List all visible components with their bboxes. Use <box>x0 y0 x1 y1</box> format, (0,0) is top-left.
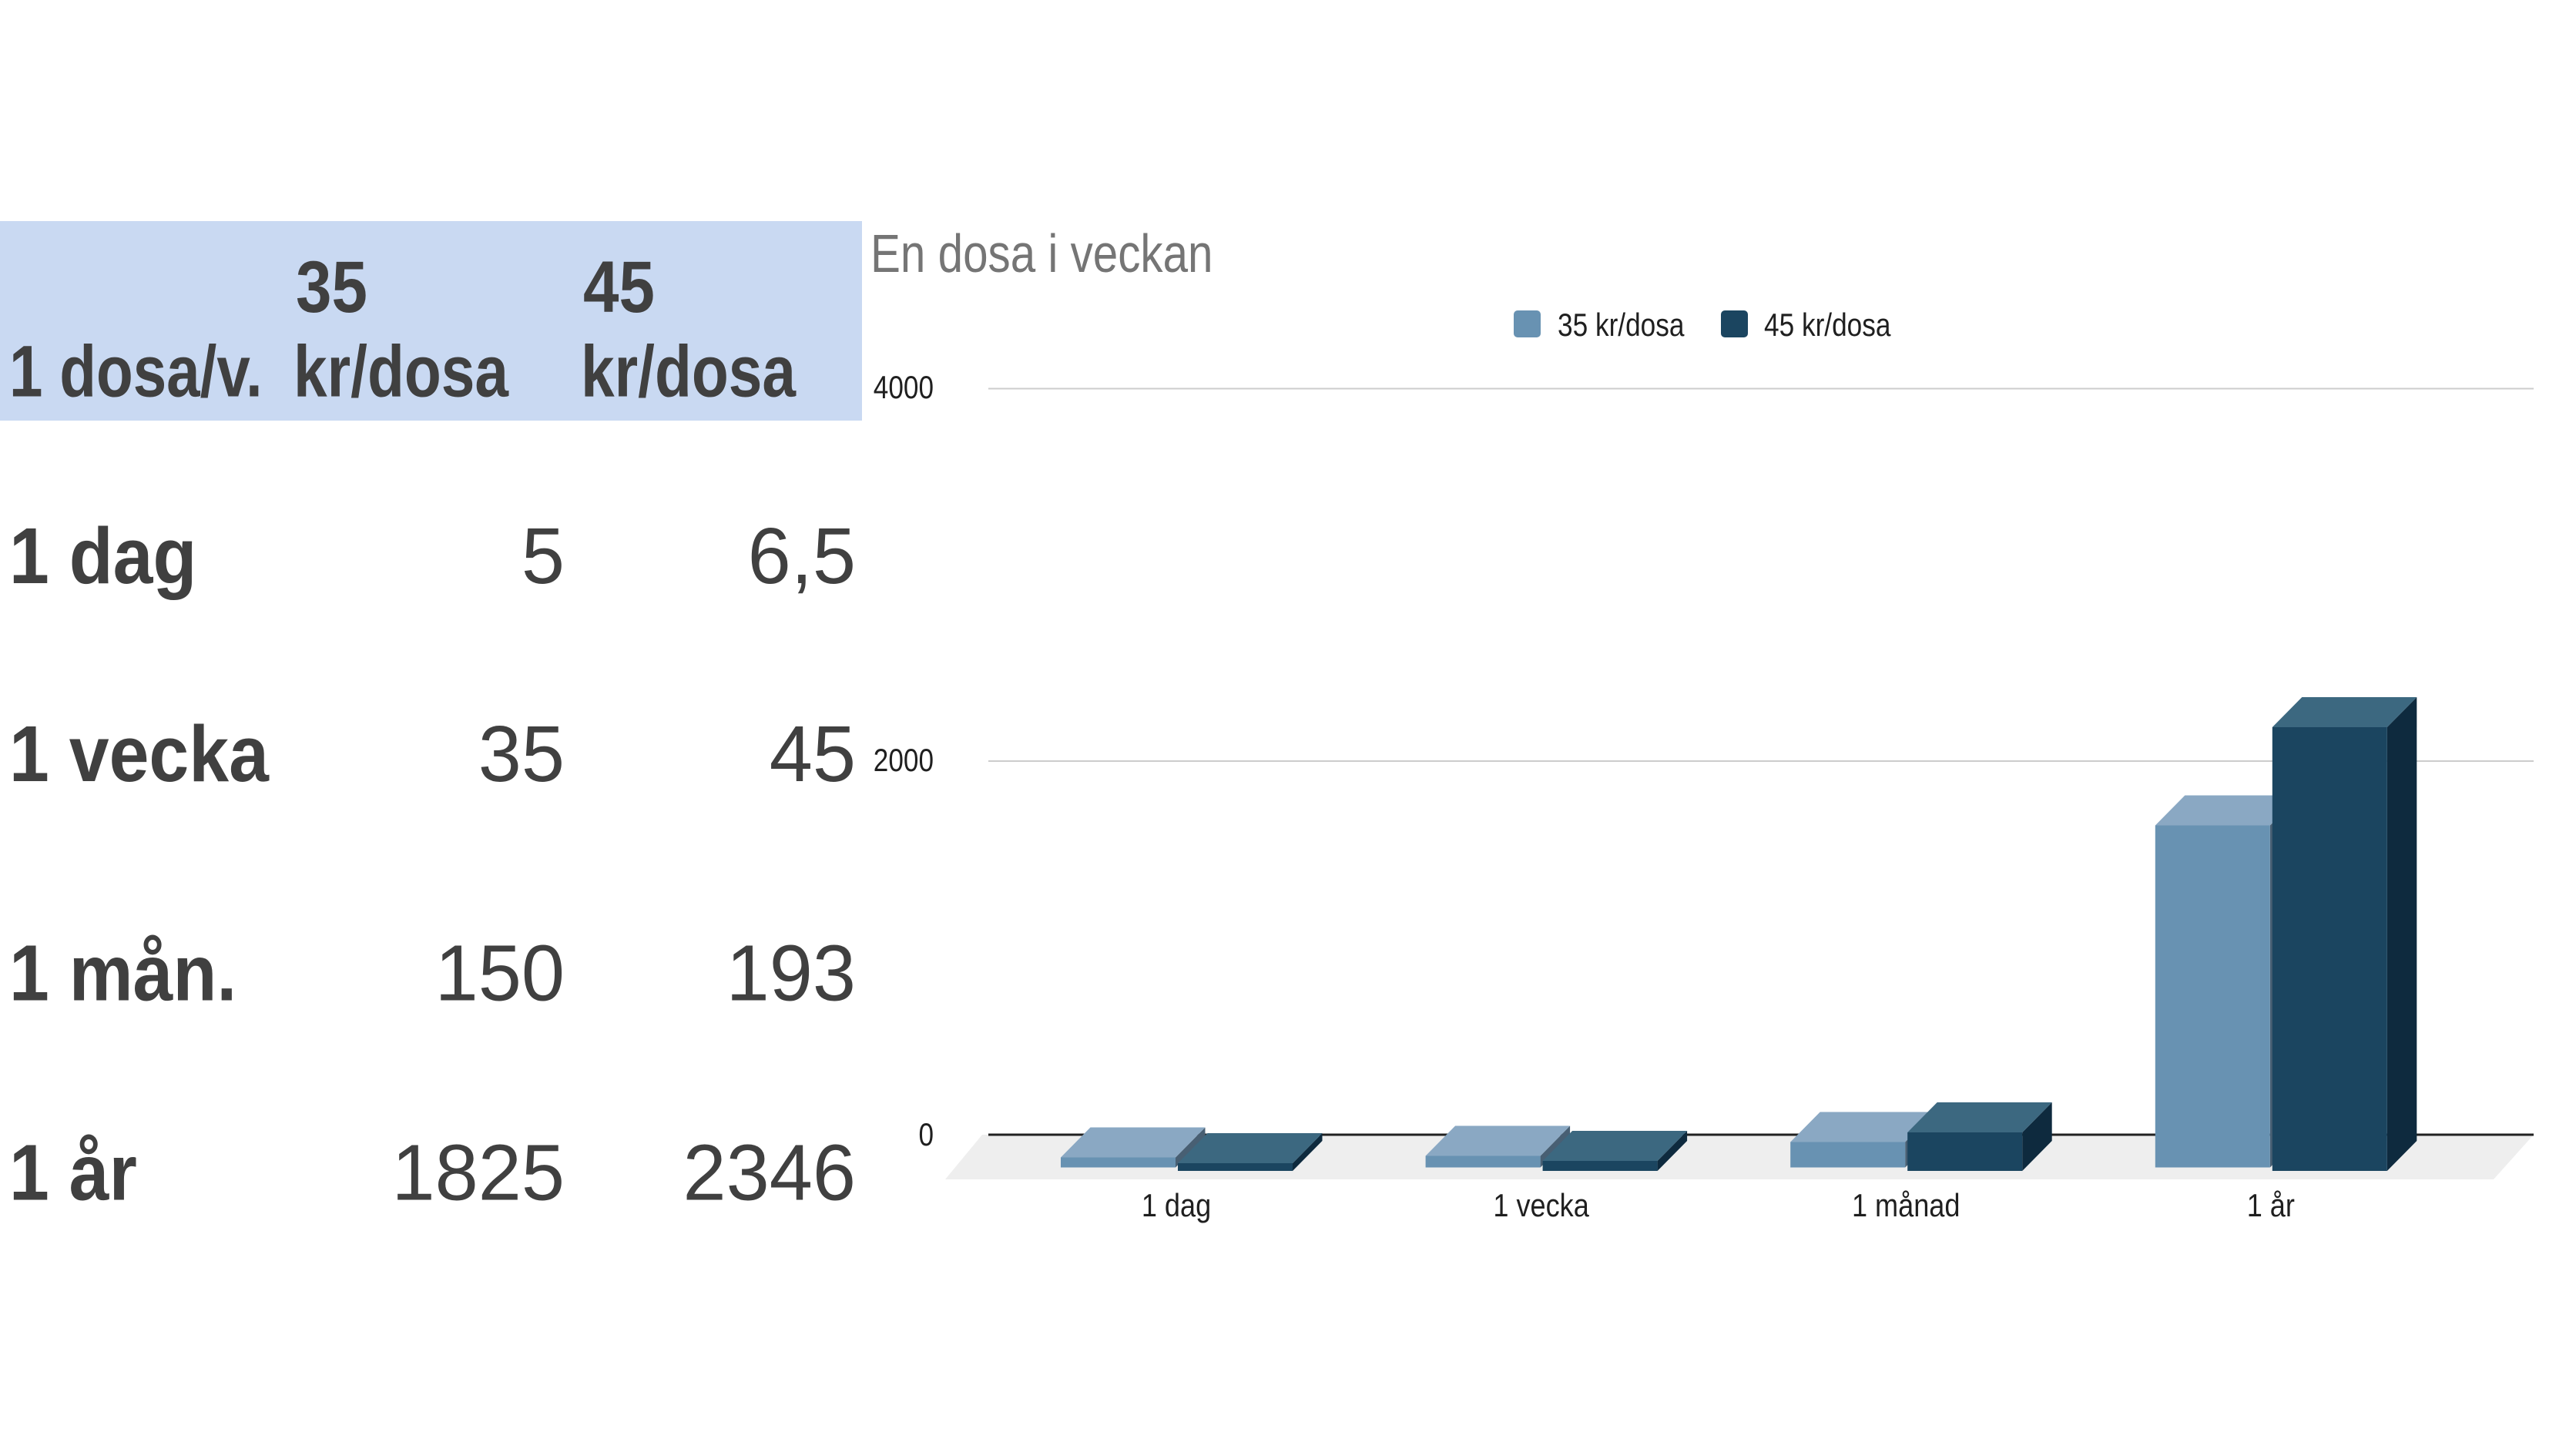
svg-text:1 månad: 1 månad <box>1852 1189 1961 1224</box>
svg-text:4000: 4000 <box>874 370 934 406</box>
svg-text:1825: 1825 <box>391 1129 565 1217</box>
svg-text:1 år: 1 år <box>9 1128 137 1216</box>
svg-text:193: 193 <box>726 929 856 1018</box>
svg-text:35 kr/dosa: 35 kr/dosa <box>1558 307 1685 344</box>
svg-text:2000: 2000 <box>874 743 934 779</box>
svg-text:1 år: 1 år <box>2247 1189 2295 1224</box>
svg-text:1 vecka: 1 vecka <box>1493 1189 1589 1224</box>
svg-text:1 dag: 1 dag <box>9 512 196 600</box>
svg-text:kr/dosa: kr/dosa <box>581 330 797 412</box>
svg-text:1 vecka: 1 vecka <box>9 709 270 798</box>
svg-text:0: 0 <box>918 1117 934 1153</box>
svg-text:1 dag: 1 dag <box>1142 1189 1211 1224</box>
svg-text:6,5: 6,5 <box>748 512 856 600</box>
svg-text:35: 35 <box>296 246 367 327</box>
svg-text:150: 150 <box>435 929 565 1018</box>
svg-text:45: 45 <box>770 709 856 798</box>
svg-text:5: 5 <box>522 512 565 600</box>
svg-text:1 dosa/v.: 1 dosa/v. <box>9 330 263 412</box>
svg-text:2346: 2346 <box>683 1129 856 1217</box>
svg-text:En dosa i veckan: En dosa i veckan <box>870 223 1213 283</box>
svg-text:35: 35 <box>478 709 565 798</box>
svg-text:kr/dosa: kr/dosa <box>293 330 509 412</box>
svg-text:45 kr/dosa: 45 kr/dosa <box>1764 307 1891 344</box>
svg-text:45: 45 <box>583 246 655 327</box>
svg-text:1 mån.: 1 mån. <box>9 928 236 1017</box>
